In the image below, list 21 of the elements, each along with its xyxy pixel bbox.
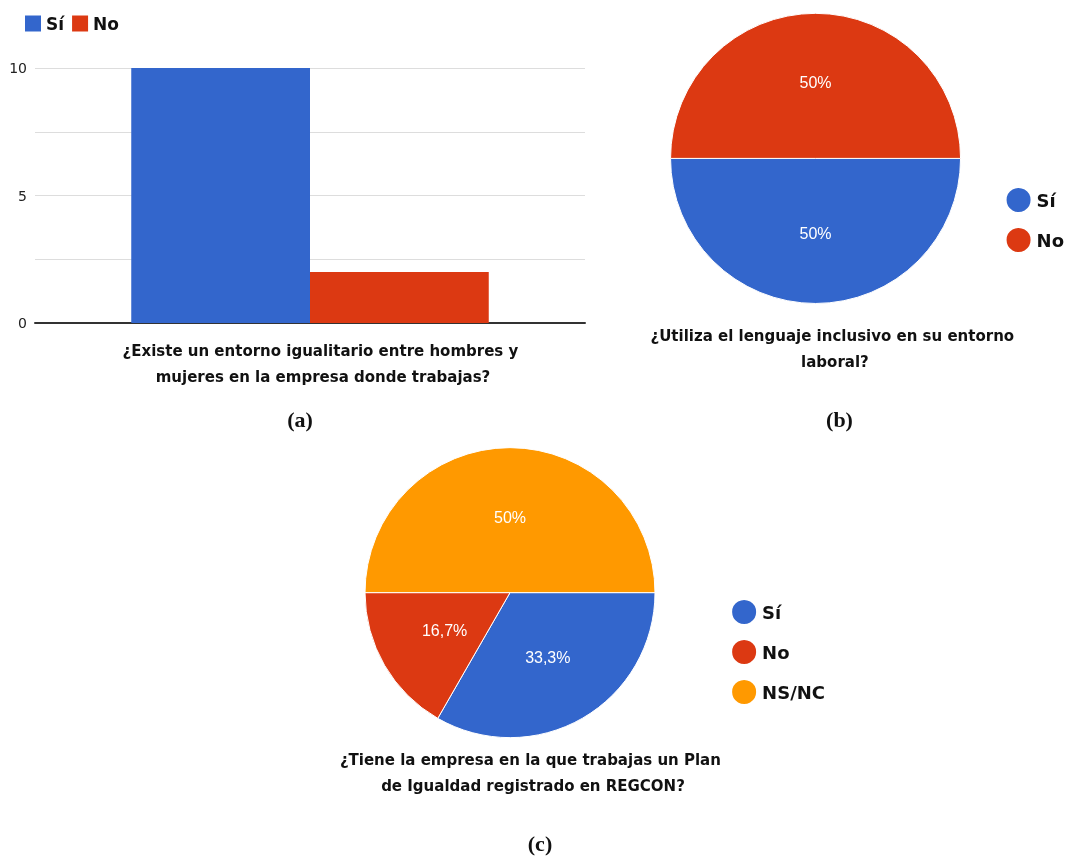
legend-label: No bbox=[93, 13, 119, 34]
legend-label: No bbox=[762, 641, 790, 663]
text: ¿Tiene la empresa en la que trabajas un Plan de Igualdad registrado en REGCON? bbox=[339, 751, 727, 795]
data-label: 50% bbox=[493, 508, 527, 526]
data-label: 33,3% bbox=[525, 649, 571, 667]
data-label: 50% bbox=[799, 225, 832, 243]
legend-label: Sí bbox=[1036, 189, 1057, 211]
y-tick-label: 0 bbox=[18, 315, 27, 331]
text: ¿Utiliza el lenguaje inclusivo en su entorno laboral? bbox=[650, 327, 1020, 371]
y-tick-label: 10 bbox=[9, 60, 27, 76]
legend-label: Sí bbox=[46, 13, 66, 34]
legend-label: No bbox=[1036, 229, 1065, 251]
text: (b) bbox=[826, 406, 853, 432]
legend-label: NS/NC bbox=[762, 681, 826, 703]
x-axis-title: ¿Existe un entorno igualitario entre hombres y mujeres en la empresa donde trabajas? bbox=[122, 342, 524, 386]
legend-label: Sí bbox=[762, 601, 783, 623]
text: (a) bbox=[287, 406, 313, 432]
text: (c) bbox=[527, 830, 553, 856]
y-tick-label: 5 bbox=[18, 187, 27, 204]
data-label: 50% bbox=[799, 74, 832, 92]
data-label: 16,7% bbox=[421, 621, 468, 639]
